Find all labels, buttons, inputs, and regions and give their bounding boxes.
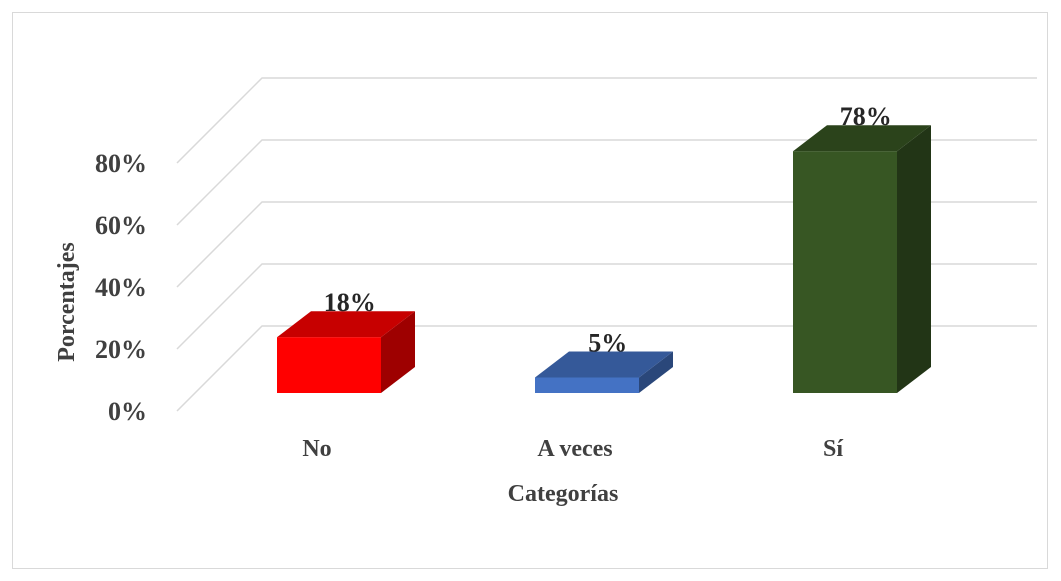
y-axis-title: Porcentajes	[54, 242, 80, 362]
chart-frame: 0% 20% 40% 60% 80% 18% 5% 78% No A veces Sí Cate…	[12, 12, 1048, 569]
category-label: Sí	[823, 436, 843, 462]
y-tick-labels: 0% 20% 40% 60% 80%	[95, 149, 147, 426]
category-label: A veces	[537, 436, 612, 462]
y-tick-label: 20%	[95, 335, 147, 364]
bar-2	[535, 352, 673, 394]
x-axis-title: Categorías	[508, 481, 619, 507]
y-tick-label: 40%	[95, 273, 147, 302]
bar-front	[535, 378, 639, 394]
bar-front	[793, 151, 897, 393]
y-tick-label: 0%	[108, 397, 147, 426]
bar-front	[277, 337, 381, 393]
category-labels: No A veces Sí	[302, 436, 843, 462]
data-label: 5%	[588, 329, 627, 358]
y-tick-label: 80%	[95, 149, 147, 178]
data-label: 18%	[324, 288, 376, 317]
bar-side	[897, 125, 931, 393]
category-label: No	[302, 436, 331, 462]
bar-1	[277, 311, 415, 393]
data-label: 78%	[840, 102, 892, 131]
bar-chart: 0% 20% 40% 60% 80% 18% 5% 78% No A veces Sí Cate…	[13, 13, 1049, 570]
y-tick-label: 60%	[95, 211, 147, 240]
bar-3	[793, 125, 931, 393]
